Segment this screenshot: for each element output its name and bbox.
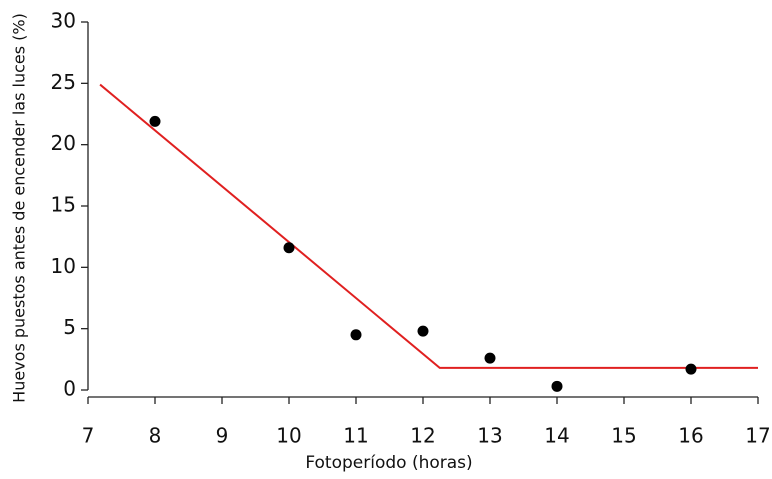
point bbox=[283, 242, 295, 254]
point bbox=[149, 115, 161, 127]
x-tick-label: 10 bbox=[276, 424, 301, 448]
x-tick-label: 12 bbox=[410, 424, 435, 448]
x-tick-label: 8 bbox=[149, 424, 162, 448]
point bbox=[417, 325, 429, 337]
x-tick-label: 9 bbox=[216, 424, 229, 448]
y-tick-label: 30 bbox=[51, 9, 76, 33]
x-tick-label: 17 bbox=[745, 424, 770, 448]
x-tick-label: 11 bbox=[343, 424, 368, 448]
x-tick-label: 15 bbox=[611, 424, 636, 448]
point bbox=[350, 329, 362, 341]
y-tick-label: 0 bbox=[63, 377, 76, 401]
x-axis-label: Fotoperíodo (horas) bbox=[305, 453, 472, 473]
y-tick-label: 10 bbox=[51, 254, 76, 278]
x-tick-label: 7 bbox=[82, 424, 95, 448]
point bbox=[484, 352, 496, 364]
y-axis-label: Huevos puestos antes de encender las luc… bbox=[10, 13, 29, 403]
trend-line bbox=[99, 83, 758, 369]
x-tick-label: 13 bbox=[477, 424, 502, 448]
point bbox=[685, 363, 697, 375]
y-tick-label: 25 bbox=[51, 70, 76, 94]
y-tick-label: 5 bbox=[63, 315, 76, 339]
y-tick-label: 15 bbox=[51, 193, 76, 217]
point bbox=[551, 380, 563, 392]
x-tick-label: 14 bbox=[544, 424, 569, 448]
y-tick-label: 20 bbox=[51, 131, 76, 155]
x-tick-label: 16 bbox=[678, 424, 703, 448]
